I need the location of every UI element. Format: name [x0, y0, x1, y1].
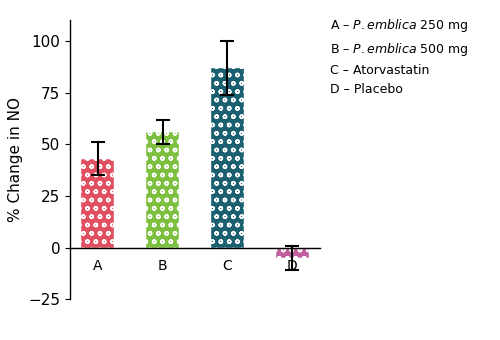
Bar [211, 68, 244, 248]
Y-axis label: % Change in NO: % Change in NO [8, 97, 22, 222]
Bar [146, 132, 179, 248]
Bar [276, 248, 308, 258]
Text: A – $\it{P. emblica}$ 250 mg
B – $\it{P. emblica}$ 500 mg
C – Atorvastatin
D – P: A – $\it{P. emblica}$ 250 mg B – $\it{P.… [330, 17, 469, 96]
Bar [82, 159, 114, 248]
